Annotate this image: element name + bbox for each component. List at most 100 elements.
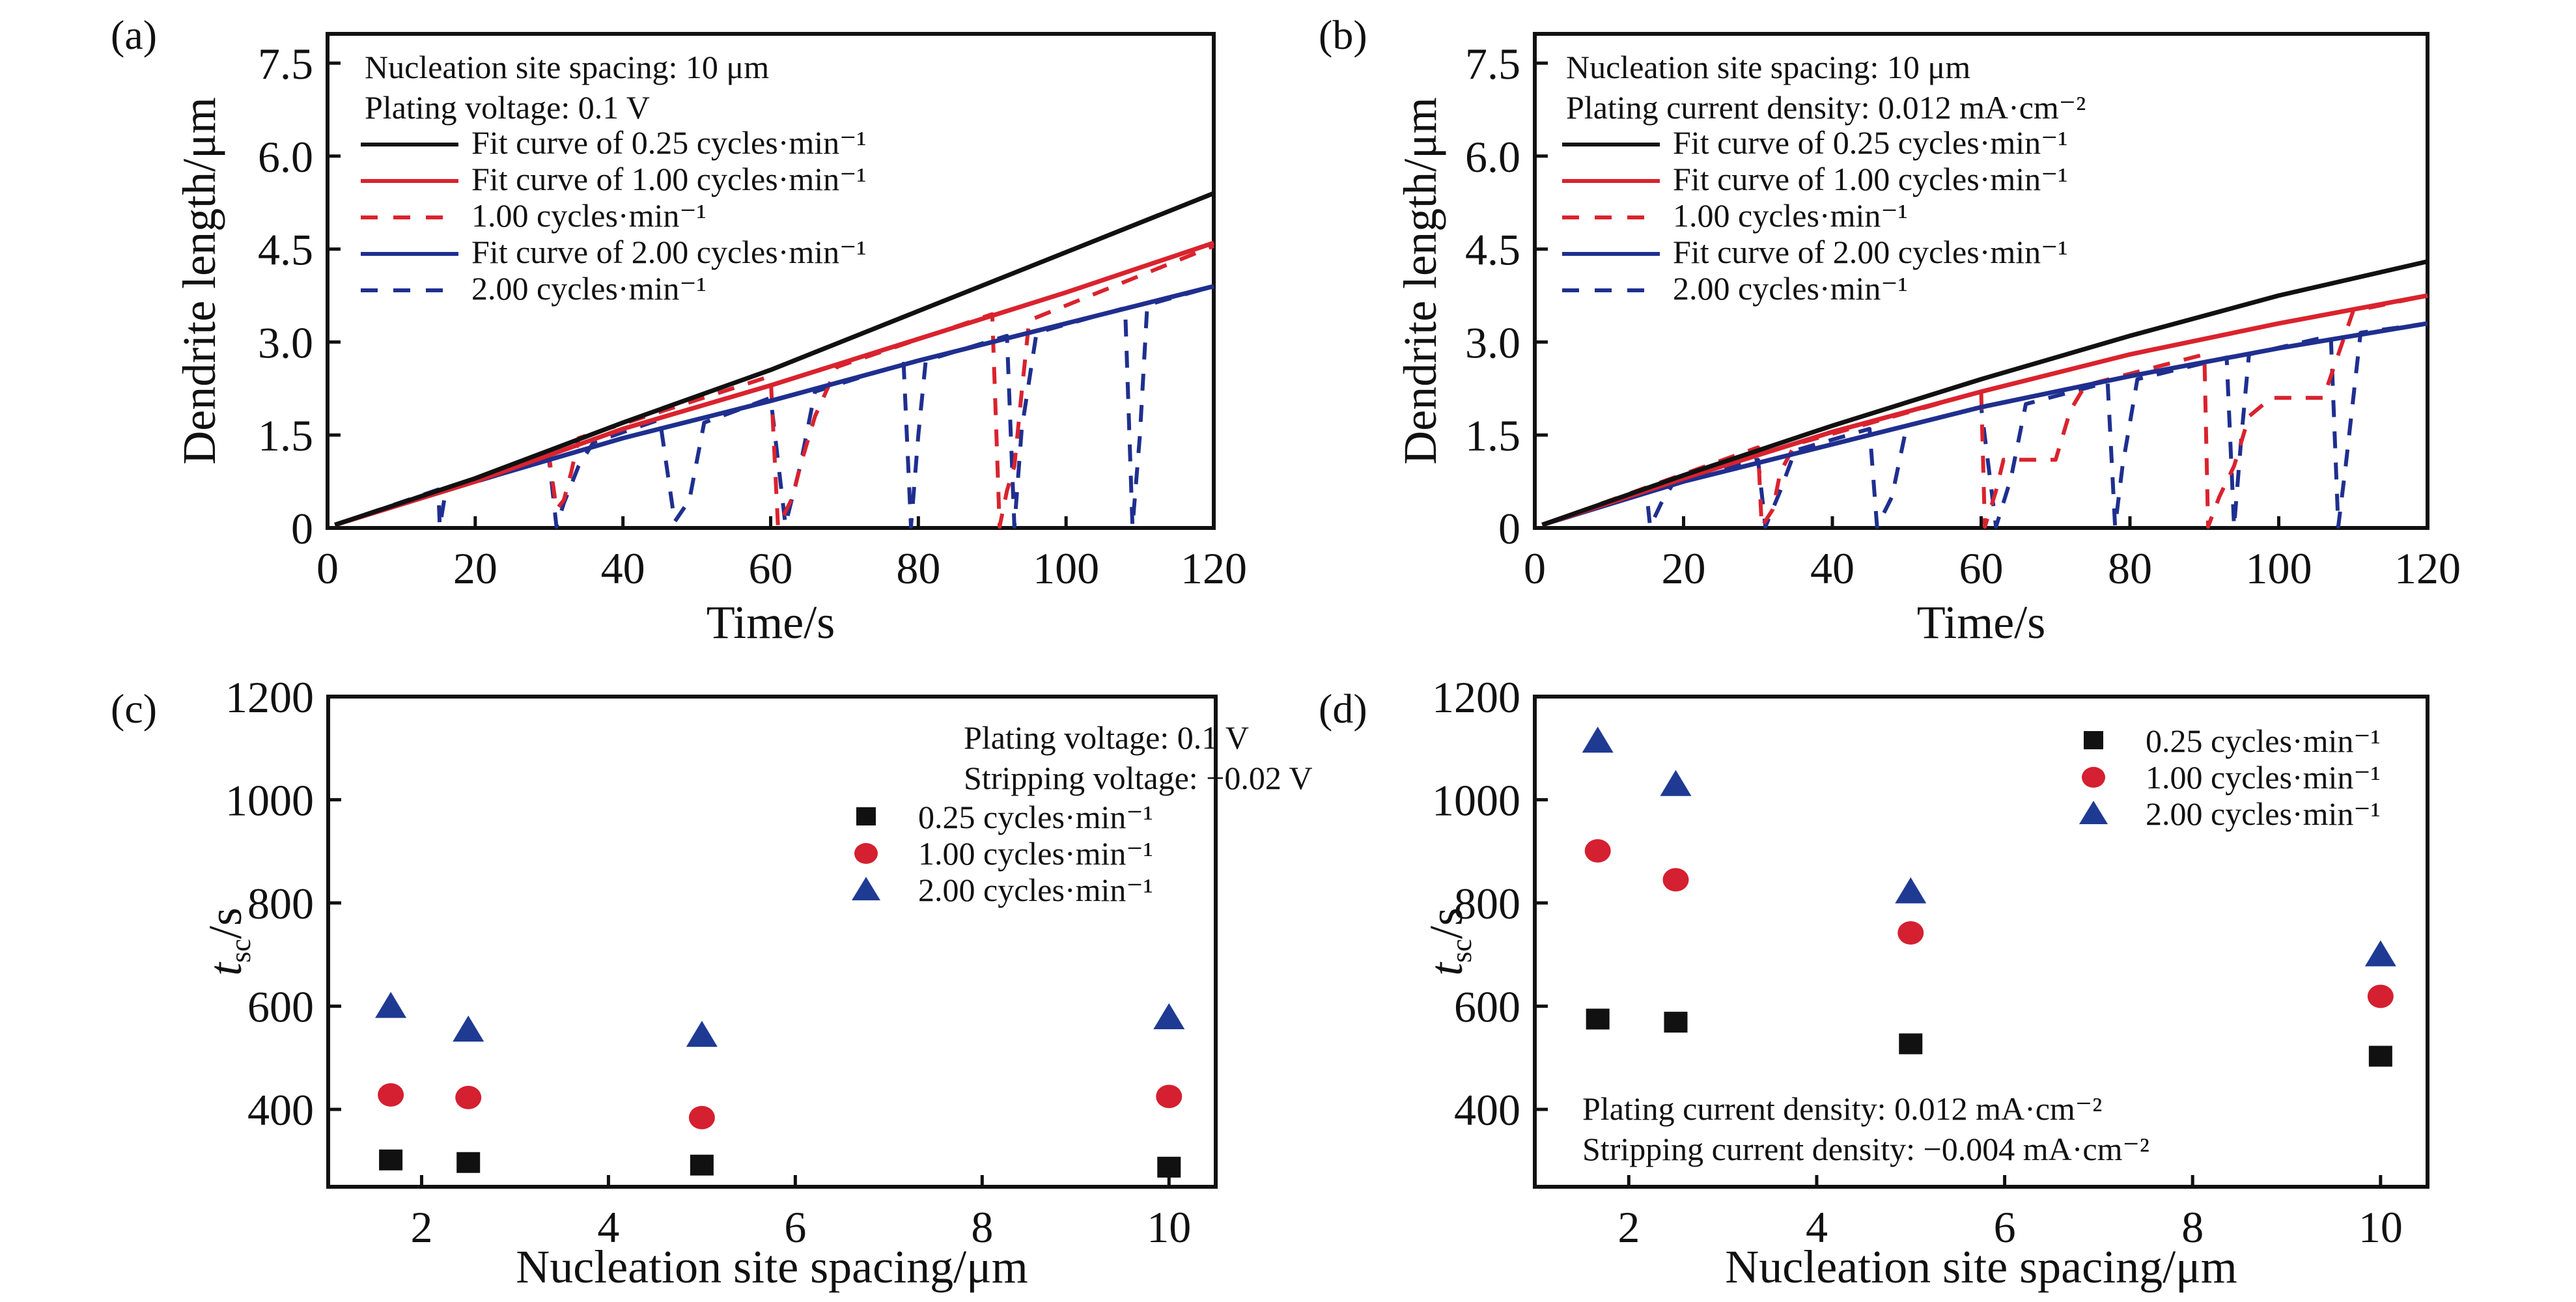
annotation-text: Nucleation site spacing: 10 μm bbox=[1566, 49, 1970, 85]
data-point-circle bbox=[1897, 921, 1924, 945]
series-line-fit-curve-of-0-25-cycles-min- bbox=[1541, 259, 2428, 527]
y-axis-title-unit: /s bbox=[199, 907, 251, 939]
y-tick-label: 1200 bbox=[225, 672, 314, 722]
data-point-square bbox=[1157, 1156, 1181, 1178]
legend-label: Fit curve of 2.00 cycles·min⁻¹ bbox=[1673, 234, 2068, 270]
data-point-square bbox=[690, 1154, 714, 1176]
annotation-text: Plating voltage: 0.1 V bbox=[964, 719, 1249, 756]
y-axis-title: tsc/s bbox=[199, 907, 257, 976]
legend-label: 2.00 cycles·min⁻¹ bbox=[471, 270, 707, 307]
x-tick-label: 0 bbox=[1524, 544, 1546, 593]
x-axis-title: Nucleation site spacing/μm bbox=[516, 1241, 1028, 1293]
x-tick-label: 10 bbox=[1147, 1202, 1191, 1252]
x-axis-title: Time/s bbox=[707, 596, 835, 648]
series-line-fit-curve-of-1-00-cycles-min- bbox=[1541, 293, 2428, 527]
y-tick-label: 3.0 bbox=[1465, 318, 1520, 367]
series-line-fit-curve-of-2-00-cycles-min- bbox=[1541, 321, 2428, 527]
x-tick-label: 10 bbox=[2359, 1202, 2403, 1252]
data-point-circle bbox=[688, 1105, 715, 1129]
legend-label: 1.00 cycles·min⁻¹ bbox=[2146, 759, 2381, 796]
data-point-square bbox=[379, 1149, 403, 1170]
y-tick-label: 1.5 bbox=[258, 411, 313, 460]
data-point-circle bbox=[1662, 868, 1689, 892]
x-tick-label: 4 bbox=[1806, 1202, 1828, 1252]
y-tick-label: 3.0 bbox=[258, 318, 313, 367]
data-point-square bbox=[1664, 1012, 1688, 1033]
x-tick-label: 100 bbox=[2246, 544, 2312, 593]
y-axis-title: Dendrite length/μm bbox=[1394, 97, 1446, 464]
annotation-text: Plating current density: 0.012 mA·cm⁻² bbox=[1582, 1090, 2102, 1127]
x-tick-label: 4 bbox=[597, 1202, 619, 1252]
y-axis-title-subscript: sc bbox=[225, 939, 257, 963]
y-axis-title-unit: /s bbox=[1420, 907, 1472, 939]
y-tick-label: 600 bbox=[247, 982, 314, 1032]
y-tick-label: 0 bbox=[1498, 504, 1520, 553]
x-tick-label: 80 bbox=[2108, 544, 2152, 593]
series-line-fit-curve-of-1-00-cycles-min- bbox=[334, 240, 1215, 527]
panel-b: (b) 0 20 40 60 80 100 120 0 1.5 3.0 4.5 6.0 7.5 Time/s… bbox=[1319, 12, 2461, 648]
y-tick-label: 6.0 bbox=[1465, 132, 1520, 182]
y-tick-label: 0 bbox=[291, 504, 313, 553]
y-axis-title: tsc/s bbox=[1420, 907, 1477, 976]
legend-label: 1.00 cycles·min⁻¹ bbox=[918, 835, 1153, 872]
annotation-text: Plating current density: 0.012 mA·cm⁻² bbox=[1566, 89, 2086, 126]
legend-marker-triangle bbox=[2079, 801, 2108, 824]
data-point-circle bbox=[378, 1083, 404, 1107]
data-point-triangle bbox=[1582, 727, 1614, 753]
series-line-1-00-cycles-min- bbox=[334, 244, 1215, 529]
x-tick-label: 6 bbox=[1994, 1202, 2016, 1252]
series-line-fit-curve-of-0-25-cycles-min- bbox=[334, 191, 1215, 527]
y-tick-label: 7.5 bbox=[1465, 39, 1520, 89]
series-line-2-00-cycles-min- bbox=[1541, 321, 2428, 529]
x-tick-label: 120 bbox=[1181, 544, 1247, 593]
x-axis-title: Nucleation site spacing/μm bbox=[1725, 1241, 2237, 1293]
legend-marker-square bbox=[2084, 731, 2103, 749]
x-tick-label: 100 bbox=[1033, 544, 1099, 593]
y-tick-label: 1000 bbox=[225, 776, 314, 825]
x-tick-label: 40 bbox=[1810, 544, 1855, 593]
data-point-triangle bbox=[375, 991, 407, 1018]
y-tick-label: 600 bbox=[1454, 982, 1520, 1032]
legend-label: Fit curve of 0.25 cycles·min⁻¹ bbox=[1673, 124, 2068, 161]
data-point-triangle bbox=[1895, 877, 1927, 904]
data-point-square bbox=[456, 1152, 481, 1173]
legend-label: 1.00 cycles·min⁻¹ bbox=[1673, 197, 1908, 234]
x-axis-title: Time/s bbox=[1917, 596, 2045, 648]
x-tick-label: 40 bbox=[601, 544, 645, 593]
y-axis-title-subscript: sc bbox=[1446, 939, 1477, 963]
x-tick-label: 6 bbox=[784, 1202, 806, 1252]
legend-label: Fit curve of 1.00 cycles·min⁻¹ bbox=[471, 161, 867, 197]
y-tick-label: 1.5 bbox=[1465, 411, 1520, 460]
x-tick-label: 2 bbox=[410, 1202, 432, 1252]
data-point-triangle bbox=[1153, 1003, 1185, 1030]
legend-marker-triangle bbox=[852, 877, 880, 900]
panel-label: (a) bbox=[111, 12, 157, 58]
x-tick-label: 80 bbox=[896, 544, 940, 593]
series-line-1-00-cycles-min- bbox=[1541, 294, 2428, 529]
panel-label: (b) bbox=[1319, 12, 1367, 58]
legend-marker-square bbox=[856, 807, 876, 825]
y-tick-label: 800 bbox=[1454, 879, 1520, 928]
y-tick-label: 4.5 bbox=[1465, 225, 1520, 275]
y-tick-label: 4.5 bbox=[258, 225, 313, 275]
data-point-triangle bbox=[2364, 940, 2396, 967]
x-tick-label: 8 bbox=[971, 1202, 993, 1252]
legend-label: 2.00 cycles·min⁻¹ bbox=[1673, 270, 1908, 307]
panel-label: (c) bbox=[111, 686, 157, 732]
y-tick-label: 400 bbox=[247, 1085, 314, 1135]
annotation-text: Stripping voltage: −0.02 V bbox=[964, 760, 1313, 796]
data-point-circle bbox=[455, 1085, 482, 1109]
legend-label: Fit curve of 0.25 cycles·min⁻¹ bbox=[471, 124, 867, 161]
legend-label: Fit curve of 1.00 cycles·min⁻¹ bbox=[1673, 161, 2068, 197]
plot-frame bbox=[1533, 695, 2429, 1189]
legend-marker-circle bbox=[2082, 767, 2105, 788]
x-tick-label: 0 bbox=[316, 544, 339, 593]
data-point-circle bbox=[1156, 1085, 1183, 1109]
plot-frame bbox=[326, 695, 1218, 1189]
y-tick-label: 1200 bbox=[1432, 672, 1520, 722]
legend-label: 0.25 cycles·min⁻¹ bbox=[918, 799, 1153, 835]
y-tick-label: 800 bbox=[247, 879, 314, 928]
x-tick-label: 60 bbox=[1959, 544, 2004, 593]
y-axis-title-symbol: t bbox=[199, 962, 251, 976]
